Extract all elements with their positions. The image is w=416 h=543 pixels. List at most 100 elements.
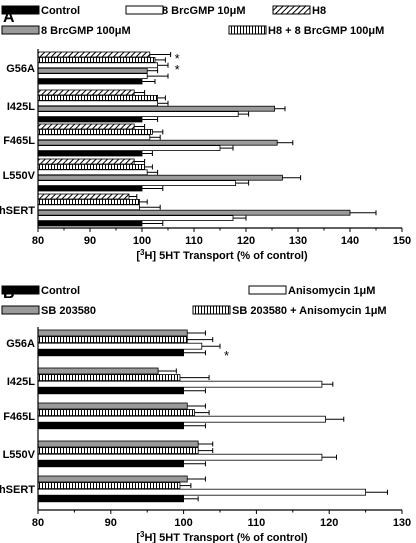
legend-item: 8 BrcGMP 100μM [1,25,131,37]
x-tick-label: 120 [237,235,255,247]
bar [37,67,148,74]
bar [37,145,221,152]
category-label: L550V [3,170,36,182]
bar [37,415,326,423]
x-tick-label: 130 [393,517,411,529]
bar [37,193,130,200]
bar [37,89,135,96]
legend-label: 8 BrcGMP 100μM [41,25,131,37]
legend-item: Control [1,285,80,297]
x-tick-label: 90 [84,235,96,247]
x-tick-label: 90 [105,517,117,529]
x-tick-label: 80 [32,235,44,247]
legend-item: Anisomycin 1μM [248,285,375,297]
bar [37,163,145,170]
legend-item: H8 + 8 BrcGMP 100μM [228,25,384,37]
bar [37,422,185,430]
bar [37,215,234,222]
legend-swatch [125,5,164,15]
category-label: I425L [7,376,35,388]
bar [37,495,185,503]
bar [37,134,151,141]
legend-item: 8 BrcGMP 10μM [125,5,246,17]
bar [37,198,140,205]
bar [37,185,143,192]
bar [37,123,135,130]
legend-label: H8 [312,5,326,17]
legend-swatch [1,5,40,15]
x-tick-label: 130 [289,235,307,247]
bar [37,57,156,63]
bar [37,367,159,375]
bar [37,387,185,395]
bar [37,447,199,455]
bar [37,349,185,357]
x-axis-label: [3H] 5HT Transport (% of control) [136,530,308,543]
x-tick-label: 110 [248,517,266,529]
significance-star: * [224,348,229,363]
category-label: I425L [7,101,35,113]
bar [37,336,188,344]
bar [37,100,158,107]
x-tick-label: 110 [185,235,203,247]
bar [37,220,143,227]
legend-item: H8 [272,5,326,17]
bar [37,116,143,123]
bar [37,402,188,410]
x-axis-label: [3H] 5HT Transport (% of control) [136,248,308,262]
x-tick-label: 120 [320,517,338,529]
category-label: F465L [3,135,35,147]
bar [37,460,185,468]
legend-swatch [1,25,40,35]
bar [37,488,367,496]
legend-label: SB 203580 + Anisomycin 1μM [232,305,387,317]
legend-item: Control [1,5,80,17]
legend-item: SB 203580 + Anisomycin 1μM [192,305,387,317]
panel-a: A Control 8 BrcGMP 10μM H88 BrcGMP 100μM H8 … [0,5,411,262]
category-label: F465L [3,411,35,423]
bar [37,409,195,417]
bar [37,204,140,211]
bar [37,329,188,337]
bar [37,150,143,157]
legend-swatch [228,25,267,35]
bar [37,169,148,176]
bar [37,111,239,117]
bar [37,453,323,461]
category-label: G56A [6,338,35,350]
x-tick-label: 140 [341,235,359,247]
bar [37,380,323,388]
category-label: L550V [3,449,36,461]
category-label: hSERT [0,205,35,217]
significance-star: * [175,62,180,77]
bar [37,180,237,187]
legend-swatch [1,285,40,295]
significance-star: * [175,51,180,66]
bar [37,78,143,85]
bar [37,62,158,69]
legend-label: 8 BrcGMP 10μM [162,5,246,17]
legend-swatch [192,305,231,315]
legend-label: Control [41,285,80,297]
legend-label: Control [41,5,80,17]
category-label: hSERT [0,484,35,496]
legend-swatch [272,5,311,15]
bar [37,342,203,350]
bar [37,158,135,165]
bar [37,51,151,58]
bar [37,440,199,448]
bar [37,174,283,181]
legend-label: SB 203580 [41,305,96,317]
bar [37,482,181,490]
category-label: G56A [6,63,35,75]
bar [37,475,188,483]
bar [37,73,148,79]
bar [37,95,158,101]
bar [37,105,276,112]
legend-swatch [248,285,287,295]
x-tick-label: 100 [133,235,151,247]
legend-item: SB 203580 [1,305,96,317]
bar [37,128,153,135]
